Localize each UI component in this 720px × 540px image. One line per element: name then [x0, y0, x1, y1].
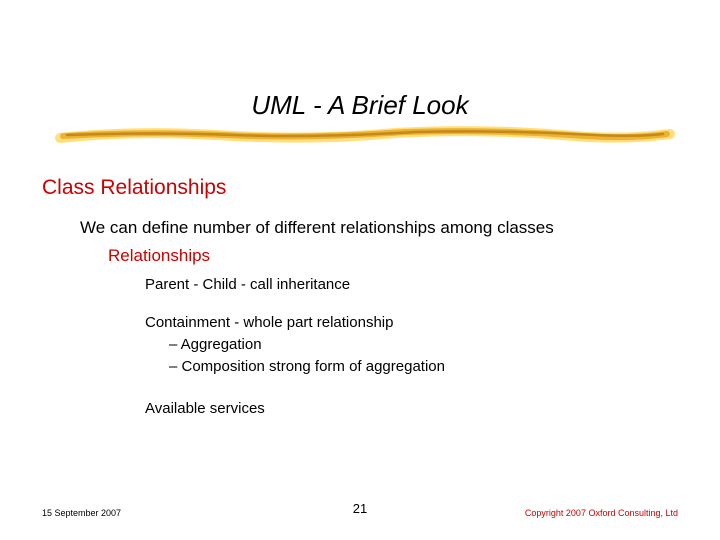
item-lead: Containment - whole part relationship	[145, 312, 445, 334]
footer-copyright: Copyright 2007 Oxford Consulting, Ltd	[525, 508, 678, 518]
item-sub-aggregation: – Aggregation	[145, 334, 445, 356]
relationship-item-services: Available services	[145, 398, 265, 420]
title-underline-brush	[55, 126, 675, 144]
slide-title: UML - A Brief Look	[0, 90, 720, 121]
item-sub-composition: – Composition strong form of aggregation	[145, 356, 445, 378]
relationship-item-containment: Containment - whole part relationship – …	[145, 312, 445, 377]
section-subheading: Relationships	[108, 246, 210, 266]
section-heading: Class Relationships	[42, 176, 226, 200]
relationship-item-inheritance: Parent - Child - call inheritance	[145, 274, 350, 296]
item-lead: Available services	[145, 398, 265, 420]
section-intro: We can define number of different relati…	[80, 218, 554, 238]
item-lead: Parent - Child - call inheritance	[145, 274, 350, 296]
